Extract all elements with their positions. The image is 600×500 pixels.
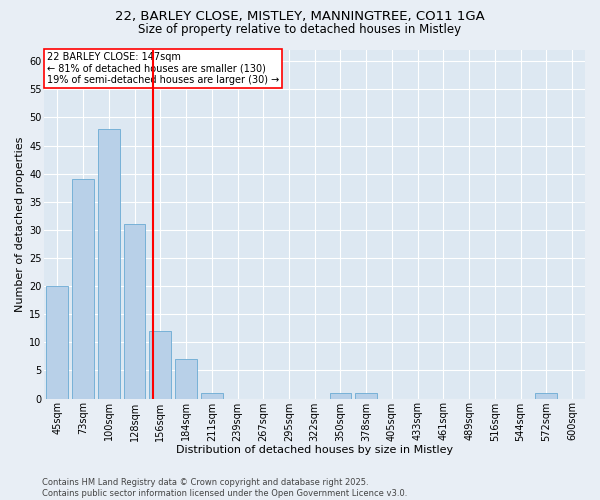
Bar	[46, 286, 68, 399]
Bar	[535, 393, 557, 398]
Bar	[72, 180, 94, 398]
Bar	[98, 128, 120, 398]
Text: Contains HM Land Registry data © Crown copyright and database right 2025.
Contai: Contains HM Land Registry data © Crown c…	[42, 478, 407, 498]
Bar	[175, 359, 197, 399]
Bar	[201, 393, 223, 398]
Bar	[124, 224, 145, 398]
Text: 22 BARLEY CLOSE: 147sqm
← 81% of detached houses are smaller (130)
19% of semi-d: 22 BARLEY CLOSE: 147sqm ← 81% of detache…	[47, 52, 280, 85]
Y-axis label: Number of detached properties: Number of detached properties	[15, 136, 25, 312]
Bar	[329, 393, 352, 398]
Bar	[355, 393, 377, 398]
X-axis label: Distribution of detached houses by size in Mistley: Distribution of detached houses by size …	[176, 445, 453, 455]
Text: Size of property relative to detached houses in Mistley: Size of property relative to detached ho…	[139, 22, 461, 36]
Text: 22, BARLEY CLOSE, MISTLEY, MANNINGTREE, CO11 1GA: 22, BARLEY CLOSE, MISTLEY, MANNINGTREE, …	[115, 10, 485, 23]
Bar	[149, 331, 171, 398]
